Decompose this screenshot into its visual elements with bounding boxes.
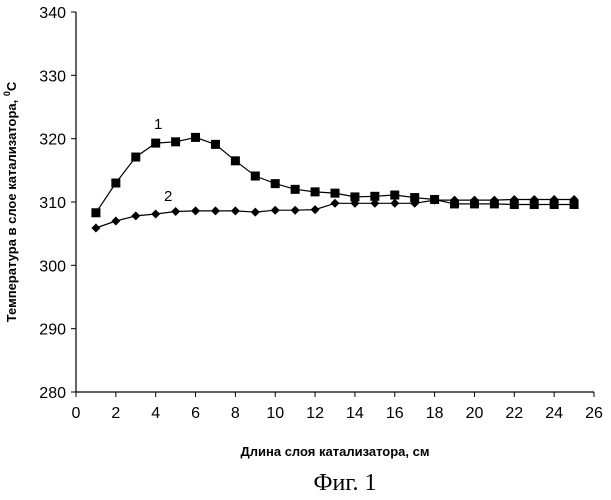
series-2-point (191, 206, 200, 215)
y-tick-label: 300 (39, 258, 66, 275)
series-1-point (171, 137, 180, 146)
series-1-point (331, 189, 340, 198)
series-1-point (211, 140, 220, 149)
series-2-point (231, 206, 240, 215)
series-2-point (151, 210, 160, 219)
series-1-point (231, 156, 240, 165)
x-ticks: 02468101214161820222426 (72, 392, 603, 422)
x-tick-label: 22 (505, 405, 523, 422)
x-tick-label: 4 (151, 405, 160, 422)
series-1-point (311, 187, 320, 196)
x-tick-label: 20 (466, 405, 484, 422)
y-tick-label: 290 (39, 322, 66, 339)
y-tick-label: 320 (39, 132, 66, 149)
series-2-point (211, 206, 220, 215)
x-tick-label: 16 (386, 405, 404, 422)
series-1-point (291, 185, 300, 194)
x-tick-label: 14 (346, 405, 364, 422)
series-layer (91, 133, 578, 233)
series-1-point (251, 172, 260, 181)
series-1-point (151, 139, 160, 148)
x-axis-title: Длина слоя катализатора, см (241, 444, 430, 459)
series-2-point (171, 207, 180, 216)
series-2-point (111, 217, 120, 226)
y-tick-label: 280 (39, 385, 66, 402)
series-2-label: 2 (164, 188, 172, 205)
series-2-point (91, 223, 100, 232)
x-tick-label: 8 (231, 405, 240, 422)
series-1-point (271, 179, 280, 188)
series-2-point (251, 208, 260, 217)
x-tick-label: 10 (266, 405, 284, 422)
chart: 280290300310320330340 024681012141618202… (0, 0, 611, 500)
x-tick-label: 0 (72, 405, 81, 422)
x-tick-label: 18 (426, 405, 444, 422)
series-2-point (291, 206, 300, 215)
x-tick-label: 26 (585, 405, 603, 422)
y-tick-label: 330 (39, 68, 66, 85)
series-1-label: 1 (154, 116, 162, 133)
y-axis-title: Температура в слое катализатора, 0C (2, 81, 19, 322)
series-2-point (131, 211, 140, 220)
series-2-point (311, 205, 320, 214)
series-2-point (271, 206, 280, 215)
series-2-point (390, 199, 399, 208)
series-1-point (390, 191, 399, 200)
x-tick-label: 6 (191, 405, 200, 422)
figure-caption: Фиг. 1 (314, 470, 377, 496)
series-1-point (131, 153, 140, 162)
y-ticks: 280 290 300 310 320 330 340 (39, 5, 76, 402)
x-tick-label: 12 (306, 405, 324, 422)
series-1-point (191, 133, 200, 142)
series-1-point (111, 179, 120, 188)
y-tick-label: 310 (39, 195, 66, 212)
y-tick-label: 340 (39, 5, 66, 22)
y-axis-title-base: Температура в слое катализатора, (4, 96, 19, 322)
x-tick-label: 24 (545, 405, 563, 422)
y-axis-title-unit: C (4, 81, 19, 91)
x-tick-label: 2 (111, 405, 120, 422)
series-1-point (91, 208, 100, 217)
series-2-point (331, 199, 340, 208)
